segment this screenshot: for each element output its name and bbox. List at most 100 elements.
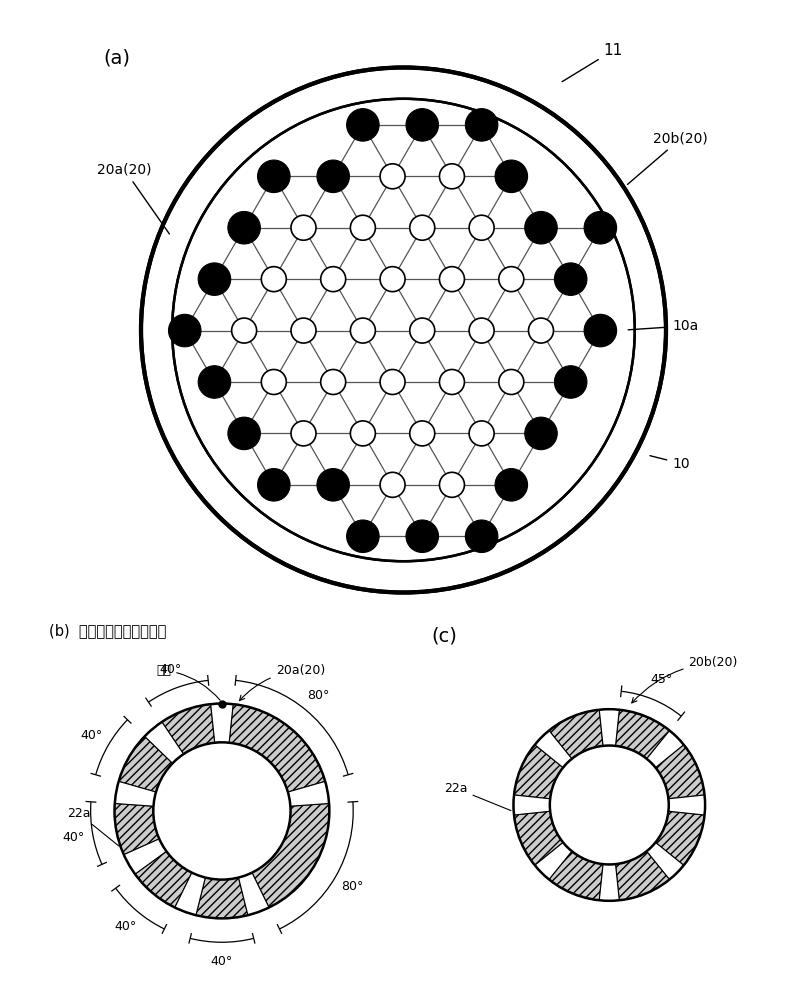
Circle shape (554, 366, 587, 398)
Wedge shape (162, 704, 215, 754)
Text: (b)  将标记朝向外侧来设置: (b) 将标记朝向外侧来设置 (49, 623, 166, 638)
Wedge shape (514, 811, 563, 865)
Circle shape (406, 109, 438, 141)
Wedge shape (514, 745, 563, 799)
Circle shape (347, 520, 379, 552)
Text: 80°: 80° (341, 880, 363, 893)
Text: 20a(20): 20a(20) (240, 664, 325, 701)
Circle shape (410, 318, 435, 343)
Wedge shape (668, 795, 705, 815)
Circle shape (499, 369, 524, 394)
Text: 20a(20): 20a(20) (98, 163, 169, 234)
Text: 11: 11 (562, 43, 623, 82)
Circle shape (261, 267, 286, 292)
Wedge shape (646, 731, 684, 768)
Circle shape (469, 318, 494, 343)
Wedge shape (655, 745, 705, 799)
Circle shape (440, 472, 465, 497)
Wedge shape (616, 710, 670, 759)
Wedge shape (123, 839, 166, 874)
Text: 10: 10 (650, 456, 690, 471)
Wedge shape (600, 864, 619, 901)
Wedge shape (119, 736, 173, 792)
Text: 10a: 10a (628, 319, 699, 333)
Circle shape (410, 215, 435, 240)
Wedge shape (513, 795, 550, 815)
Wedge shape (252, 803, 329, 908)
Circle shape (499, 267, 524, 292)
Circle shape (525, 417, 558, 450)
Circle shape (350, 318, 375, 343)
Circle shape (169, 314, 201, 347)
Circle shape (141, 68, 666, 592)
Circle shape (317, 160, 349, 193)
Circle shape (350, 215, 375, 240)
Wedge shape (288, 781, 329, 806)
Circle shape (257, 160, 290, 193)
Wedge shape (535, 842, 572, 879)
Text: 20b(20): 20b(20) (632, 656, 738, 703)
Wedge shape (211, 704, 233, 743)
Wedge shape (175, 873, 205, 915)
Wedge shape (549, 710, 603, 759)
Circle shape (380, 369, 405, 394)
Circle shape (199, 263, 231, 295)
Circle shape (469, 421, 494, 446)
Circle shape (529, 318, 554, 343)
Circle shape (291, 421, 316, 446)
Text: 20b(20): 20b(20) (628, 131, 709, 184)
Text: 40°: 40° (81, 729, 102, 742)
Circle shape (584, 211, 617, 244)
Circle shape (291, 215, 316, 240)
Wedge shape (135, 851, 192, 908)
Circle shape (228, 417, 261, 450)
Circle shape (525, 211, 558, 244)
Text: 标记: 标记 (157, 664, 220, 700)
Circle shape (320, 267, 345, 292)
Circle shape (291, 318, 316, 343)
Circle shape (469, 215, 494, 240)
Text: 45°: 45° (650, 673, 672, 686)
Wedge shape (229, 704, 325, 792)
Wedge shape (239, 873, 269, 915)
Circle shape (380, 472, 405, 497)
Wedge shape (115, 781, 156, 806)
Circle shape (232, 318, 257, 343)
Wedge shape (144, 722, 183, 763)
Circle shape (350, 421, 375, 446)
Circle shape (199, 366, 231, 398)
Text: 40°: 40° (211, 955, 233, 968)
Circle shape (440, 164, 465, 189)
Circle shape (440, 267, 465, 292)
Text: (c): (c) (431, 627, 457, 646)
Circle shape (228, 211, 261, 244)
Text: 22a: 22a (67, 807, 119, 846)
Text: 80°: 80° (307, 689, 330, 702)
Wedge shape (196, 878, 248, 918)
Text: 40°: 40° (63, 831, 85, 844)
Circle shape (495, 160, 528, 193)
Text: 40°: 40° (114, 920, 136, 933)
Wedge shape (646, 842, 684, 879)
Circle shape (584, 314, 617, 347)
Circle shape (257, 469, 290, 501)
Wedge shape (600, 709, 619, 746)
Circle shape (466, 109, 498, 141)
Circle shape (466, 520, 498, 552)
Wedge shape (616, 851, 670, 900)
Text: 22a: 22a (444, 782, 511, 811)
Wedge shape (115, 803, 159, 855)
Circle shape (406, 520, 438, 552)
Circle shape (554, 263, 587, 295)
Circle shape (317, 469, 349, 501)
Circle shape (261, 369, 286, 394)
Circle shape (380, 267, 405, 292)
Text: (a): (a) (103, 49, 131, 68)
Circle shape (495, 469, 528, 501)
Circle shape (440, 369, 465, 394)
Circle shape (410, 421, 435, 446)
Circle shape (380, 164, 405, 189)
Wedge shape (549, 851, 603, 900)
Circle shape (320, 369, 345, 394)
Wedge shape (655, 811, 705, 865)
